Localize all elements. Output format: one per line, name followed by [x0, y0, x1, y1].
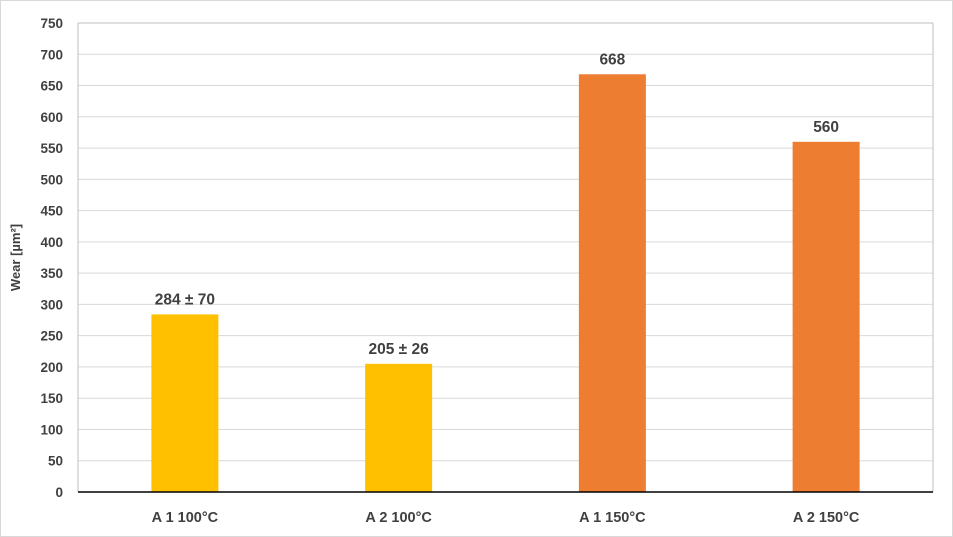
y-tick-label: 0 — [55, 485, 63, 500]
data-label-2: 205 ± 26 — [369, 341, 430, 358]
x-tick-label-1: A 1 100°C — [152, 510, 219, 526]
y-tick-label: 250 — [40, 329, 63, 344]
data-label-4: 560 — [813, 119, 839, 136]
y-tick-label: 150 — [40, 391, 63, 406]
x-tick-label-2: A 2 100°C — [365, 510, 432, 526]
data-label-1: 284 ± 70 — [155, 291, 215, 308]
bars — [151, 74, 860, 492]
y-tick-label: 350 — [40, 266, 63, 281]
data-label-3: 668 — [599, 51, 625, 68]
axes — [77, 22, 934, 493]
bar-1 — [151, 314, 219, 492]
labels: 0 50 100 150 200 250 300 350 400 450 500 550 600 650 7… — [40, 16, 859, 526]
y-tick-label: 300 — [40, 297, 63, 312]
y-tick-label: 650 — [40, 79, 63, 94]
gridlines — [78, 22, 933, 462]
y-tick-label: 200 — [40, 360, 63, 375]
y-tick-label: 100 — [40, 422, 63, 437]
y-tick-label: 50 — [48, 454, 63, 469]
bar-4 — [792, 141, 860, 492]
bar-3 — [578, 74, 646, 492]
y-tick-label: 450 — [40, 204, 63, 219]
y-axis-title: Wear [µm²] — [8, 224, 23, 291]
bar-2 — [365, 363, 433, 492]
x-tick-label-3: A 1 150°C — [579, 510, 646, 526]
y-tick-label: 500 — [40, 172, 63, 187]
y-tick-label: 550 — [40, 141, 63, 156]
y-tick-label: 750 — [40, 16, 63, 31]
y-tick-label: 700 — [40, 47, 63, 62]
x-tick-label-4: A 2 150°C — [793, 510, 860, 526]
y-tick-label: 400 — [40, 235, 63, 250]
y-tick-label: 600 — [40, 110, 63, 125]
